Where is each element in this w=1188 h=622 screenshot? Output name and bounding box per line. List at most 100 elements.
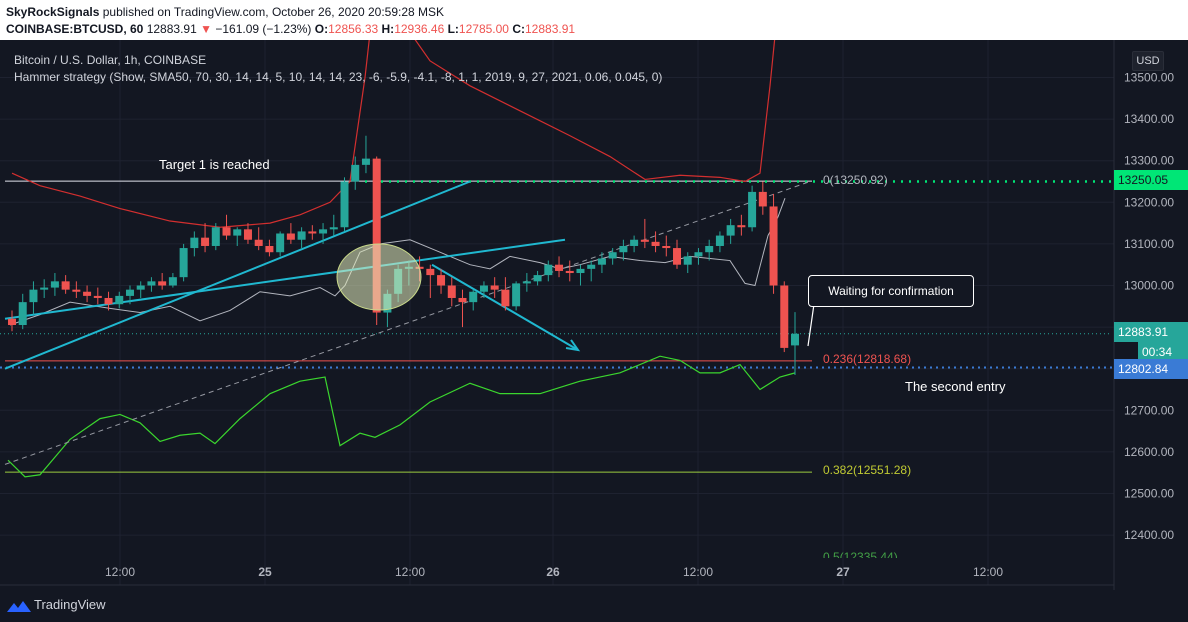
price-tick-label: 12600.00	[1124, 445, 1174, 459]
candle-body	[168, 277, 177, 286]
candle-body	[769, 206, 778, 286]
candle-body	[791, 333, 799, 346]
change-arrow-icon: ▼	[200, 22, 212, 36]
candle-body	[608, 252, 617, 259]
last-price-text: 12883.91	[146, 22, 197, 36]
fib-label-0382: 0.382(12551.28)	[823, 463, 912, 477]
candle-body	[512, 283, 521, 307]
price-tick-label: 13400.00	[1124, 112, 1174, 126]
upper-band-line	[11, 40, 776, 228]
fib-label-0: 0(13250.92)	[823, 173, 888, 187]
trendline-2	[4, 238, 566, 320]
candle-body	[125, 289, 134, 296]
price-axis[interactable]	[1114, 40, 1188, 590]
candle-body	[533, 275, 542, 282]
candle-body	[136, 285, 145, 290]
footer: TradingView	[0, 590, 1188, 622]
candle-body	[297, 231, 306, 240]
candle-body	[211, 227, 220, 246]
time-tick-label: 12:00	[105, 565, 135, 579]
close-value: 12883.91	[525, 22, 576, 36]
candle-body	[265, 245, 274, 253]
published-text: published on TradingView.com, October 26…	[102, 5, 445, 19]
target-price-label: 13250.05	[1114, 170, 1188, 190]
candle-body	[147, 281, 156, 286]
candle-body	[190, 237, 199, 249]
candle-body	[437, 275, 446, 286]
candles	[8, 135, 799, 375]
candle-body	[179, 248, 188, 278]
annotation-waiting[interactable]: Waiting for confirmation	[808, 275, 974, 307]
publisher-name[interactable]: SkyRockSignals	[6, 5, 100, 19]
candle-body	[651, 241, 660, 246]
candle-body	[201, 237, 210, 246]
candle-body	[158, 281, 167, 286]
price-chart[interactable]: 12400.0012500.0012600.0012700.0012800.00…	[0, 40, 1188, 590]
candle-body	[758, 191, 767, 207]
candle-body	[501, 289, 510, 307]
currency-button[interactable]: USD	[1132, 51, 1164, 71]
candle-body	[115, 295, 124, 305]
ohlc-line: COINBASE:BTCUSD, 60 12883.91 ▼ −161.09 (…	[6, 22, 575, 36]
candle-body	[715, 235, 724, 246]
low-value: 12785.00	[458, 22, 509, 36]
candle-body	[565, 270, 574, 274]
symbol-label: COINBASE:BTCUSD, 60	[6, 22, 144, 36]
time-tick-label: 27	[836, 565, 850, 579]
tradingview-brand[interactable]: TradingView	[34, 597, 106, 612]
candle-body	[83, 291, 92, 296]
candle-body	[587, 264, 596, 269]
fib-levels	[0, 180, 1112, 473]
candle-body	[683, 256, 692, 265]
candle-body	[479, 285, 488, 292]
price-tick-label: 13200.00	[1124, 195, 1174, 209]
time-ticks: 12:00 25 12:00 26 12:00 27 12:00	[105, 565, 1003, 579]
candle-body	[630, 239, 639, 246]
candle-body	[426, 268, 435, 276]
countdown-label: 00:34	[1138, 342, 1188, 362]
fib-label-05: 0.5(12335.44)	[823, 550, 898, 558]
time-tick-label: 12:00	[395, 565, 425, 579]
candle-body	[490, 285, 499, 290]
candle-body	[737, 225, 746, 228]
close-label: C:	[512, 22, 525, 36]
high-label: H:	[381, 22, 395, 36]
price-tick-label: 13100.00	[1124, 237, 1174, 251]
candle-body	[662, 245, 671, 249]
tradingview-logo-icon[interactable]	[7, 599, 31, 613]
annotation-entry[interactable]: The second entry	[905, 379, 1006, 394]
candle-body	[254, 239, 263, 246]
annotation-target[interactable]: Target 1 is reached	[159, 157, 270, 172]
candle-body	[544, 264, 553, 276]
price-tick-label: 13500.00	[1124, 71, 1174, 85]
candle-body	[780, 285, 789, 348]
candle-body	[351, 164, 360, 182]
publish-header: SkyRockSignals published on TradingView.…	[0, 0, 1188, 40]
indicator-legend[interactable]: Hammer strategy (Show, SMA50, 70, 30, 14…	[14, 70, 663, 84]
change-text: −161.09 (−1.23%)	[215, 22, 312, 36]
grid	[0, 40, 1114, 585]
candle-body	[308, 231, 317, 234]
price-tick-label: 12700.00	[1124, 403, 1174, 417]
candle-body	[705, 245, 714, 253]
candle-body	[372, 158, 381, 313]
candle-body	[619, 245, 628, 253]
candle-body	[61, 281, 70, 290]
chart-title: Bitcoin / U.S. Dollar, 1h, COINBASE	[14, 53, 207, 67]
last-price-label: 12883.91	[1114, 322, 1188, 342]
entry-price-label: 12802.84	[1114, 359, 1188, 379]
arrowhead-icon	[565, 339, 581, 352]
candle-body	[50, 281, 59, 288]
dashed-trendline	[4, 181, 811, 465]
candle-body	[18, 302, 27, 326]
candle-body	[276, 233, 285, 253]
candle-body	[522, 281, 531, 284]
open-label: O:	[314, 22, 329, 36]
candle-body	[93, 295, 102, 298]
candle-body	[361, 158, 370, 165]
high-value: 12936.46	[394, 22, 445, 36]
candle-body	[597, 258, 606, 265]
candle-body	[748, 191, 757, 228]
candle-body	[694, 252, 703, 257]
highlight-ellipse[interactable]	[336, 243, 422, 311]
